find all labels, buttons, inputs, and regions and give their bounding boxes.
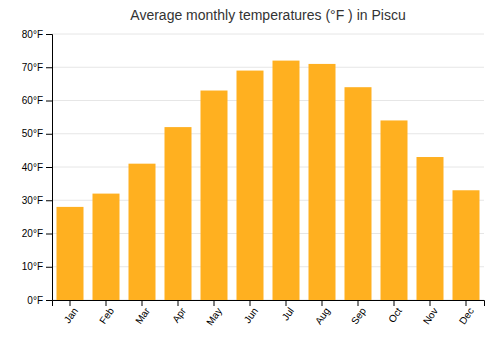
tick: May: [204, 300, 224, 327]
tick-mark: [394, 300, 395, 306]
grid: [52, 34, 484, 300]
tick: Nov: [421, 300, 440, 326]
tick-label: Jun: [242, 306, 260, 326]
tick: Jun: [242, 300, 260, 325]
tick: Dec: [457, 300, 476, 326]
tick-label: Aug: [313, 306, 332, 327]
bar: [417, 157, 444, 300]
bar: [273, 61, 300, 300]
tick: 40°F: [22, 162, 52, 173]
tick: 20°F: [22, 228, 52, 239]
tick-mark: [142, 300, 143, 306]
x-axis: Jan Feb Mar Apr May Jun Jul Aug Sep Oct Nov Dec: [53, 300, 485, 327]
bar: [201, 91, 228, 300]
tick-label: Mar: [133, 305, 152, 326]
tick-mark: [46, 267, 52, 268]
axis-line: [53, 301, 485, 307]
tick-mark: [178, 300, 179, 306]
tick: 70°F: [22, 62, 52, 73]
tick-label: Jan: [62, 306, 80, 326]
tick-label: Feb: [97, 305, 116, 326]
tick-label: Sep: [349, 305, 368, 326]
tick-label: Oct: [386, 305, 404, 324]
tick-mark: [46, 134, 52, 135]
tick-mark: [46, 101, 52, 102]
bar: [453, 190, 480, 300]
tick-mark: [214, 300, 215, 306]
tick-mark: [322, 300, 323, 306]
tick-mark: [46, 167, 52, 168]
tick-label: 30°F: [22, 195, 43, 206]
title: Average monthly temperatures (°F ) in Pi…: [130, 7, 405, 23]
tick-label: Nov: [421, 306, 440, 327]
tick: Aug: [313, 300, 332, 326]
bar: [381, 120, 408, 300]
tick-label: 60°F: [22, 95, 43, 106]
grid-line: [52, 67, 484, 68]
tick-mark: [46, 67, 52, 68]
plot-area: [57, 61, 480, 300]
tick: Mar: [133, 300, 152, 326]
tick: Jan: [62, 300, 80, 325]
bar: [57, 207, 84, 300]
tick-mark: [46, 234, 52, 235]
tick: Jul: [280, 300, 296, 322]
tick: Sep: [349, 300, 368, 326]
chart: 0°F 10°F 20°F 30°F 40°F 50°F 60°F 70°F 80°F Jan Fe…: [0, 0, 500, 350]
grid-line: [52, 100, 484, 101]
tick-mark: [46, 200, 52, 201]
bar: [345, 87, 372, 300]
grid-line: [52, 34, 484, 35]
tick-label: 70°F: [22, 62, 43, 73]
tick-label: 50°F: [22, 128, 43, 139]
bar: [129, 164, 156, 300]
bar: [309, 64, 336, 300]
tick-mark: [466, 300, 467, 306]
tick-label: 40°F: [22, 162, 43, 173]
tick-label: Dec: [457, 306, 476, 327]
tick-mark: [250, 300, 251, 306]
tick: 30°F: [22, 195, 52, 206]
tick: 50°F: [22, 128, 52, 139]
bar: [165, 127, 192, 300]
tick-mark: [106, 300, 107, 306]
tick: 0°F: [27, 295, 52, 306]
tick: 10°F: [22, 261, 52, 272]
tick-label: May: [204, 306, 224, 328]
tick-label: Apr: [170, 305, 188, 325]
bar: [237, 71, 264, 300]
tick-mark: [430, 300, 431, 306]
tick: 60°F: [22, 95, 52, 106]
tick-mark: [70, 300, 71, 306]
tick-mark: [46, 34, 52, 35]
tick-label: 80°F: [22, 29, 43, 40]
tick-mark: [286, 300, 287, 306]
y-axis: 0°F 10°F 20°F 30°F 40°F 50°F 60°F 70°F 80°F: [22, 29, 53, 306]
tick: Oct: [386, 300, 404, 325]
tick-label: 20°F: [22, 228, 43, 239]
bar: [93, 194, 120, 300]
axis-line: [46, 35, 53, 301]
tick-mark: [358, 300, 359, 306]
tick-mark: [46, 300, 52, 301]
tick-label: Jul: [280, 306, 296, 323]
grid-line: [52, 133, 484, 134]
tick-label: 10°F: [22, 261, 43, 272]
tick-label: 0°F: [27, 295, 43, 306]
tick: Apr: [170, 300, 188, 325]
tick: Feb: [97, 300, 116, 326]
tick: 80°F: [22, 29, 52, 40]
